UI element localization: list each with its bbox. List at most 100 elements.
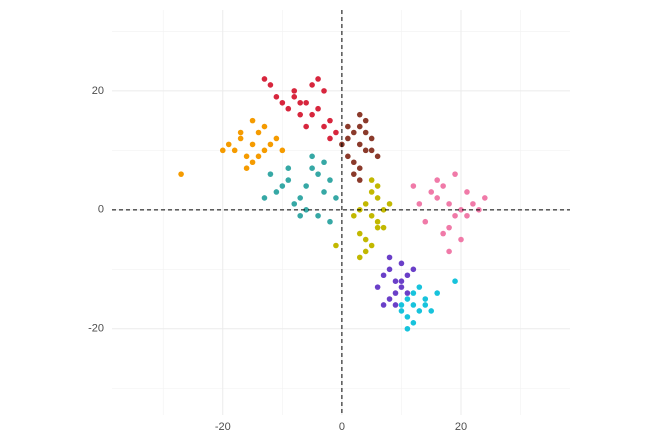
x-tick-label: 20 <box>455 421 467 433</box>
point <box>452 278 458 284</box>
point <box>315 105 321 112</box>
point <box>351 129 357 136</box>
point <box>321 88 327 94</box>
point <box>237 135 244 142</box>
point <box>392 290 399 296</box>
point <box>231 147 238 154</box>
point <box>356 141 363 148</box>
point <box>297 99 304 106</box>
point <box>446 201 452 207</box>
point <box>345 153 351 160</box>
point <box>398 308 405 314</box>
point <box>309 153 315 160</box>
point <box>380 302 387 308</box>
point <box>404 325 411 332</box>
point <box>386 201 393 207</box>
point <box>279 99 286 106</box>
point <box>315 212 321 219</box>
point <box>434 177 440 183</box>
point <box>261 76 268 82</box>
point <box>410 320 417 326</box>
point <box>356 254 363 261</box>
point <box>351 212 357 219</box>
point <box>291 94 298 100</box>
point <box>279 183 286 189</box>
point <box>356 230 363 237</box>
y-tick-label: -20 <box>88 323 104 335</box>
point <box>386 266 393 273</box>
point <box>303 183 309 189</box>
point <box>249 117 256 124</box>
point <box>333 129 339 136</box>
point <box>452 171 458 177</box>
point <box>321 123 327 130</box>
point <box>291 88 298 94</box>
point <box>345 123 351 130</box>
point <box>368 177 375 183</box>
point <box>410 290 417 296</box>
x-tick-label: 0 <box>339 421 345 433</box>
point <box>243 153 250 160</box>
point <box>464 189 470 195</box>
point <box>303 123 309 130</box>
point <box>410 302 417 308</box>
point <box>356 177 363 183</box>
point <box>404 314 411 320</box>
point <box>356 111 363 118</box>
point <box>374 284 381 290</box>
y-tick-label: 20 <box>92 85 104 97</box>
point <box>237 129 244 136</box>
point <box>273 94 280 100</box>
point <box>368 242 375 249</box>
point <box>267 82 274 88</box>
point <box>386 254 393 261</box>
point <box>219 147 226 154</box>
point <box>261 147 268 154</box>
point <box>416 201 423 207</box>
point <box>356 123 363 130</box>
point <box>398 260 405 267</box>
point <box>291 201 298 207</box>
point <box>374 224 381 231</box>
point <box>374 195 381 201</box>
point <box>386 296 393 302</box>
point <box>374 153 381 160</box>
point <box>327 177 333 183</box>
point <box>255 153 262 160</box>
point <box>446 248 452 255</box>
point <box>327 135 333 142</box>
point <box>309 111 315 118</box>
point <box>398 302 405 308</box>
point <box>380 272 387 279</box>
point <box>178 171 184 177</box>
point <box>243 165 250 171</box>
point <box>458 207 464 213</box>
y-tick-label: 0 <box>98 204 104 216</box>
point <box>267 171 274 177</box>
point <box>392 278 399 284</box>
point <box>303 207 309 213</box>
point <box>398 284 405 290</box>
point <box>446 224 452 231</box>
point <box>315 171 321 177</box>
point <box>351 159 357 166</box>
point <box>368 135 375 142</box>
point <box>416 308 423 314</box>
point <box>362 236 369 243</box>
point <box>440 230 446 237</box>
point <box>434 290 440 296</box>
point <box>327 218 333 225</box>
point <box>404 290 411 296</box>
point <box>303 99 309 106</box>
point <box>362 129 369 136</box>
point <box>309 82 315 88</box>
point <box>368 189 375 195</box>
point <box>404 296 411 302</box>
point <box>315 76 321 82</box>
point <box>428 189 435 195</box>
point <box>404 272 411 279</box>
point <box>422 302 429 308</box>
point <box>285 105 292 112</box>
point <box>458 236 464 243</box>
